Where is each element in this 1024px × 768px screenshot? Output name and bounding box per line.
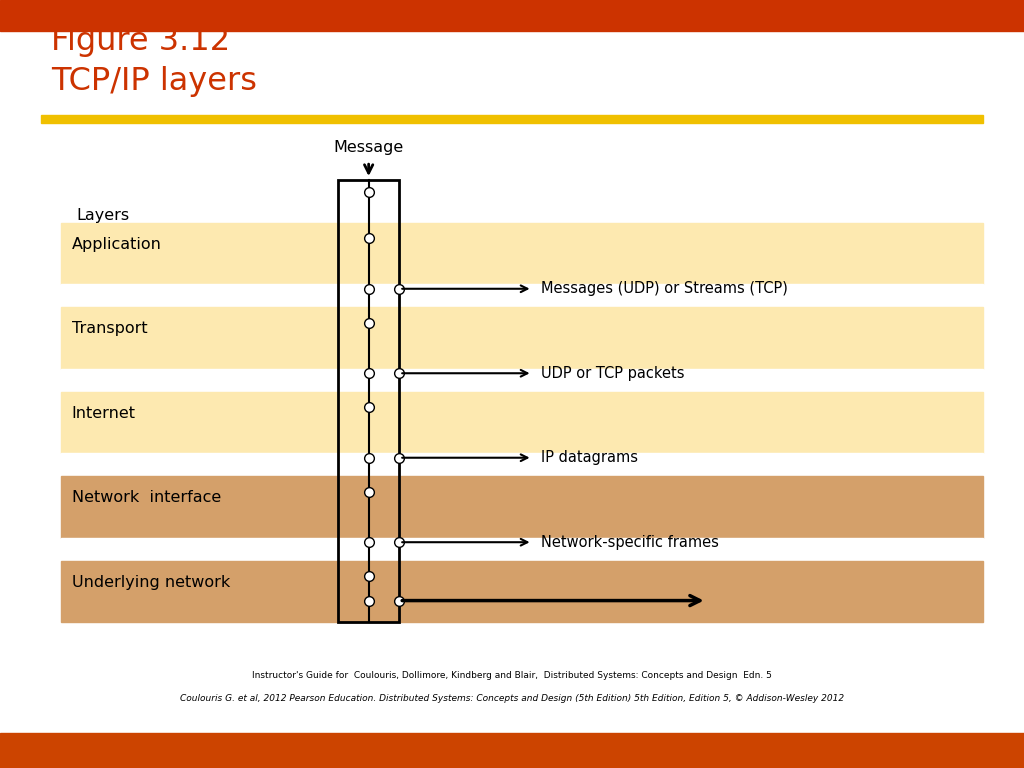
Bar	[61, 307, 983, 369]
Text: Layers: Layers	[77, 207, 130, 223]
Text: Application: Application	[72, 237, 162, 252]
Text: IP datagrams: IP datagrams	[541, 450, 638, 465]
Text: Underlying network: Underlying network	[72, 574, 230, 590]
Text: Coulouris G. et al, 2012 Pearson Education. Distributed Systems: Concepts and De: Coulouris G. et al, 2012 Pearson Educati…	[180, 694, 844, 703]
Bar	[61, 453, 983, 462]
Bar	[61, 476, 983, 538]
Bar	[61, 369, 983, 378]
Text: Figure 3.12
TCP/IP layers: Figure 3.12 TCP/IP layers	[51, 26, 257, 97]
Bar	[61, 284, 983, 293]
Bar	[61, 223, 983, 284]
Text: Messages (UDP) or Streams (TCP): Messages (UDP) or Streams (TCP)	[541, 281, 787, 296]
Bar	[0, 0, 1024, 31]
Text: Network  interface: Network interface	[72, 490, 221, 505]
Text: Internet: Internet	[72, 406, 135, 421]
Text: Network-specific frames: Network-specific frames	[541, 535, 719, 550]
Bar	[61, 538, 983, 547]
Text: Instructor's Guide for  Coulouris, Dollimore, Kindberg and Blair,  Distributed S: Instructor's Guide for Coulouris, Dollim…	[252, 671, 772, 680]
Text: UDP or TCP packets: UDP or TCP packets	[541, 366, 684, 381]
Bar	[61, 561, 983, 622]
Text: Transport: Transport	[72, 321, 147, 336]
Bar	[61, 392, 983, 453]
Bar	[0, 733, 1024, 768]
Text: Message: Message	[334, 140, 403, 155]
Bar	[41, 115, 983, 123]
Bar	[338, 180, 399, 622]
